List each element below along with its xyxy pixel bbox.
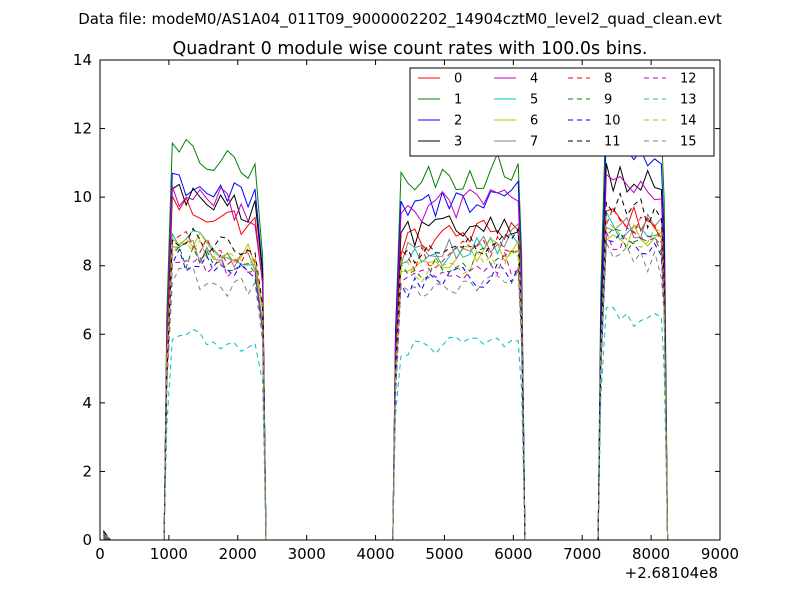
y-tick-label: 0 xyxy=(82,531,92,549)
legend-label-9: 9 xyxy=(604,93,612,108)
series-line-15 xyxy=(103,241,669,540)
series-line-6 xyxy=(102,223,669,540)
legend-label-10: 10 xyxy=(604,114,621,129)
x-offset-label: +2.68104e8 xyxy=(625,564,718,582)
legend-label-5: 5 xyxy=(530,93,538,108)
series-line-13 xyxy=(103,306,669,540)
legend-label-3: 3 xyxy=(454,135,462,150)
series-line-1 xyxy=(103,93,669,540)
x-tick-label: 8000 xyxy=(632,545,670,563)
y-tick-label: 2 xyxy=(82,462,92,480)
x-tick-label: 6000 xyxy=(494,545,532,563)
suptitle: Data file: modeM0/AS1A04_011T09_90000022… xyxy=(78,10,722,29)
legend-label-1: 1 xyxy=(454,93,462,108)
legend-label-2: 2 xyxy=(454,114,462,129)
series-line-7 xyxy=(103,213,669,540)
legend-label-13: 13 xyxy=(680,93,697,108)
x-tick-label: 1000 xyxy=(150,545,188,563)
x-tick-label: 9000 xyxy=(701,545,739,563)
legend-label-8: 8 xyxy=(604,72,612,87)
x-tick-label: 0 xyxy=(95,545,105,563)
x-tick-label: 7000 xyxy=(563,545,601,563)
series-line-0 xyxy=(103,195,669,540)
y-tick-label: 8 xyxy=(82,257,92,275)
legend-label-11: 11 xyxy=(604,135,621,150)
x-tick-label: 3000 xyxy=(288,545,326,563)
series-line-5 xyxy=(103,209,669,540)
y-tick-label: 10 xyxy=(73,188,92,206)
x-tick-label: 2000 xyxy=(219,545,257,563)
legend-label-0: 0 xyxy=(454,72,462,87)
legend-label-7: 7 xyxy=(530,135,538,150)
legend-label-6: 6 xyxy=(530,114,538,129)
series-line-11 xyxy=(103,192,669,540)
series-line-3 xyxy=(103,163,669,540)
legend-label-12: 12 xyxy=(680,72,697,87)
legend-label-4: 4 xyxy=(530,72,538,87)
x-tick-label: 4000 xyxy=(356,545,394,563)
series-line-4 xyxy=(103,173,669,540)
legend-label-14: 14 xyxy=(680,114,697,129)
ticks-layer: 0 1000 2000 3000 4000 5000 6000 7000 8000 9000 0 2 4… xyxy=(73,51,739,563)
series-line-10 xyxy=(103,232,669,540)
y-tick-label: 4 xyxy=(82,394,92,412)
y-tick-label: 12 xyxy=(73,120,92,138)
y-tick-label: 6 xyxy=(82,325,92,343)
chart-title: Quadrant 0 module wise count rates with … xyxy=(173,39,648,59)
x-tick-label: 5000 xyxy=(425,545,463,563)
series-line-2 xyxy=(103,134,669,540)
series-layer xyxy=(102,93,669,540)
legend-label-15: 15 xyxy=(680,135,697,150)
y-tick-label: 14 xyxy=(73,51,92,69)
axes-frame xyxy=(99,59,721,541)
